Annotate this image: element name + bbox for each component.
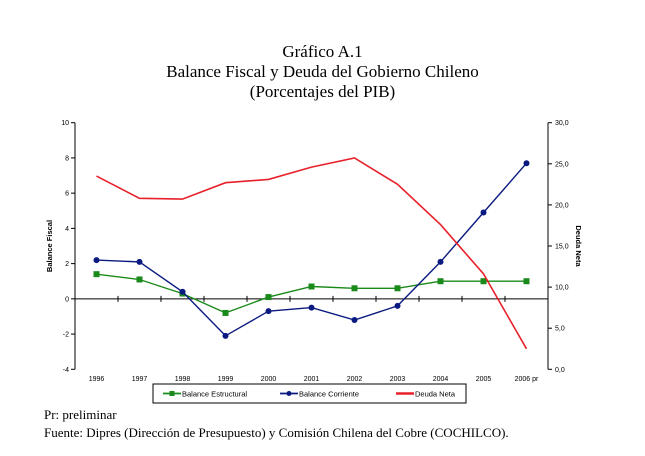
data-point-balance-corriente xyxy=(136,258,143,265)
legend-label: Balance Estructural xyxy=(182,390,247,399)
data-point-balance-corriente xyxy=(179,288,186,295)
y-tick-label-left: 2 xyxy=(65,261,69,268)
footnote-preliminar: Pr: preliminar xyxy=(44,407,117,422)
y-tick-label-right: 5,0 xyxy=(555,326,565,333)
data-point-balance-corriente xyxy=(265,308,272,315)
data-point-balance-corriente xyxy=(394,302,401,309)
y-tick-label-left: 4 xyxy=(65,226,69,233)
x-tick-label: 2004 xyxy=(433,376,449,383)
x-tick-label: 2003 xyxy=(390,376,406,383)
data-point-balance-corriente xyxy=(308,304,315,311)
series-balance-corriente xyxy=(93,160,530,339)
data-point-balance-corriente xyxy=(351,316,358,323)
series-line-deuda-neta xyxy=(96,157,528,350)
data-point-balance-estructural xyxy=(136,276,143,283)
legend-marker-balance-estructural xyxy=(169,391,175,396)
x-tick-label: 2002 xyxy=(347,376,363,383)
y-tick-label-right: 0,0 xyxy=(555,367,565,374)
data-point-balance-corriente xyxy=(93,257,100,264)
y-axis-title-left: Balance Fiscal xyxy=(45,220,54,272)
y-axis-title-right: Deuda Neta xyxy=(574,225,583,267)
data-point-balance-estructural xyxy=(265,294,272,301)
legend-label: Deuda Neta xyxy=(415,390,456,399)
legend: Balance Estructural Balance Corriente Deud… xyxy=(152,383,467,404)
data-point-balance-corriente xyxy=(480,209,487,216)
data-point-balance-estructural xyxy=(222,309,229,316)
y-tick-label-left: 8 xyxy=(65,155,69,162)
legend-item-balance-estructural: Balance Estructural xyxy=(163,390,247,399)
y-tick-label-right: 10,0 xyxy=(555,285,569,292)
x-tick-label: 1996 xyxy=(89,376,105,383)
data-point-balance-estructural xyxy=(437,278,444,285)
x-tick-label: 2006 pr xyxy=(515,376,539,383)
y-tick-label-right: 25,0 xyxy=(555,161,569,168)
legend-box xyxy=(152,383,467,404)
data-point-balance-estructural xyxy=(523,278,530,285)
legend-label: Balance Corriente xyxy=(299,390,359,399)
data-point-balance-estructural xyxy=(480,278,487,285)
data-point-balance-corriente xyxy=(437,258,444,265)
chart-title: Gráfico A.1 xyxy=(282,42,363,61)
data-point-balance-estructural xyxy=(351,285,358,292)
legend-item-balance-corriente: Balance Corriente xyxy=(280,390,359,399)
y-tick-label-left: -4 xyxy=(63,367,69,374)
y-tick-label-left: 10 xyxy=(61,120,69,127)
x-tick-label: 1999 xyxy=(218,376,234,383)
x-tick-label: 1997 xyxy=(132,376,148,383)
y-tick-label-right: 20,0 xyxy=(555,202,569,209)
chart-title-block: Gráfico A.1 Balance Fiscal y Deuda del G… xyxy=(0,42,645,102)
data-point-balance-estructural xyxy=(394,285,401,292)
data-point-balance-corriente xyxy=(523,160,530,167)
x-tick-label: 2001 xyxy=(304,376,320,383)
y-tick-label-right: 15,0 xyxy=(555,244,569,251)
y-tick-label-left: 6 xyxy=(65,191,69,198)
footnote-source: Fuente: Dipres (Dirección de Presupuesto… xyxy=(44,425,509,440)
x-tick-label: 2000 xyxy=(261,376,277,383)
x-tick-label: 1998 xyxy=(175,376,191,383)
x-tick-label: 2005 xyxy=(476,376,492,383)
y-tick-label-left: 0 xyxy=(65,296,69,303)
data-point-balance-estructural xyxy=(93,271,100,278)
y-tick-label-left: -2 xyxy=(63,332,69,339)
data-point-balance-corriente xyxy=(222,332,229,339)
legend-item-deuda-neta: Deuda Neta xyxy=(396,390,456,399)
series-deuda-neta xyxy=(96,157,528,350)
series-layer xyxy=(93,157,530,350)
chart-units: (Porcentajes del PIB) xyxy=(249,82,396,101)
y-tick-label-right: 30,0 xyxy=(555,120,569,127)
data-point-balance-estructural xyxy=(308,283,315,290)
legend-marker-balance-corriente xyxy=(286,391,292,396)
axes: 10 8 6 4 2 0 -2 -4 30,0 25,0 20,0 15,0 10,0 5,0 0,0 199… xyxy=(45,120,583,383)
chart-subtitle: Balance Fiscal y Deuda del Gobierno Chil… xyxy=(166,62,479,81)
